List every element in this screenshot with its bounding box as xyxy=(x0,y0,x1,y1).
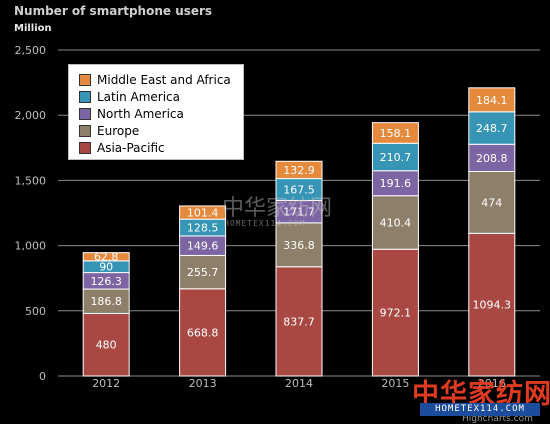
legend-swatch xyxy=(79,124,91,137)
data-label: 191.6 xyxy=(380,177,412,190)
x-tick-label: 2016 xyxy=(478,377,506,390)
x-tick-label: 2013 xyxy=(189,377,217,390)
legend-label: Asia-Pacific xyxy=(97,140,165,155)
data-label: 248.7 xyxy=(476,122,508,135)
bar-segment xyxy=(468,170,516,234)
watermark-url: HOMETEX114.COM xyxy=(420,403,540,416)
data-label: 336.8 xyxy=(283,239,315,252)
data-label: 158.1 xyxy=(380,127,412,140)
y-tick-label: 2,500 xyxy=(15,44,47,57)
legend-item[interactable]: Asia-Pacific xyxy=(79,139,243,156)
legend-label: Middle East and Africa xyxy=(97,72,231,87)
data-label: 1094.3 xyxy=(473,299,512,312)
y-tick-label: 1,500 xyxy=(15,174,47,187)
x-axis-ticks: 2012 2013 2014 2015 2016 xyxy=(92,377,506,390)
bar-segment xyxy=(468,87,516,113)
x-tick-label: 2012 xyxy=(92,377,120,390)
watermark-center-url: HOMETEX114.COM xyxy=(224,219,306,228)
bar-segment xyxy=(371,195,419,250)
data-label: 128.5 xyxy=(187,222,219,235)
legend-item[interactable]: Middle East and Africa xyxy=(79,71,243,88)
legend-item[interactable]: North America xyxy=(79,105,243,122)
x-tick-label: 2014 xyxy=(285,377,313,390)
legend-swatch xyxy=(79,107,91,120)
data-label: 972.1 xyxy=(380,307,412,320)
bar-segment xyxy=(82,288,130,314)
bar-segment xyxy=(179,205,227,220)
data-label: 186.8 xyxy=(90,295,122,308)
watermark-center-text: 中华家纺网 xyxy=(222,196,333,221)
bar-segment xyxy=(82,252,130,262)
legend-swatch xyxy=(79,90,91,103)
y-tick-label: 2,000 xyxy=(15,109,47,122)
y-tick-label: 500 xyxy=(25,305,46,318)
y-tick-label: 1,000 xyxy=(15,240,47,253)
y-axis-ticks: 0 500 1,000 1,500 2,000 2,500 xyxy=(15,44,47,383)
data-label: 101.4 xyxy=(187,207,219,220)
bar-segment xyxy=(468,143,516,172)
bar-segment xyxy=(275,266,323,377)
bar-segment xyxy=(468,232,516,377)
data-label: 410.4 xyxy=(380,216,412,229)
legend-label: Europe xyxy=(97,123,140,138)
data-label: 837.7 xyxy=(283,315,315,328)
data-label: 208.8 xyxy=(476,152,508,165)
data-label: 184.1 xyxy=(476,94,508,107)
y-tick-label: 0 xyxy=(39,370,46,383)
bar-segment xyxy=(179,254,227,290)
legend-swatch xyxy=(79,73,91,86)
data-label: 255.7 xyxy=(187,266,219,279)
data-label: 132.9 xyxy=(283,164,315,177)
x-tick-label: 2015 xyxy=(381,377,409,390)
bar-segment xyxy=(371,122,419,144)
data-label: 210.7 xyxy=(380,151,412,164)
legend-label: North America xyxy=(97,106,184,121)
bar-segment xyxy=(275,222,323,268)
data-label: 171.7 xyxy=(283,206,315,219)
chart-title: Number of smartphone users xyxy=(14,4,212,18)
legend: Middle East and Africa Latin America North… xyxy=(68,64,244,160)
data-label: 668.8 xyxy=(187,326,219,339)
credits-link[interactable]: Highcharts.com xyxy=(462,414,533,424)
data-label: 149.6 xyxy=(187,240,219,253)
bar-segment xyxy=(275,160,323,180)
bar-segment xyxy=(371,142,419,172)
data-label: 62.8 xyxy=(94,251,119,264)
legend-item[interactable]: Europe xyxy=(79,122,243,139)
bar-segment xyxy=(371,170,419,197)
bar-segment xyxy=(179,288,227,377)
data-label: 480 xyxy=(96,339,117,352)
legend-item[interactable]: Latin America xyxy=(79,88,243,105)
data-label: 167.5 xyxy=(283,184,315,197)
y-axis-label: Million xyxy=(14,23,52,34)
data-label: 126.3 xyxy=(90,275,122,288)
legend-swatch xyxy=(79,141,91,154)
bar-segment xyxy=(82,312,130,377)
data-label: 90 xyxy=(99,261,113,274)
data-label: 474 xyxy=(481,196,502,209)
bar-segment xyxy=(371,248,419,377)
legend-label: Latin America xyxy=(97,89,180,104)
